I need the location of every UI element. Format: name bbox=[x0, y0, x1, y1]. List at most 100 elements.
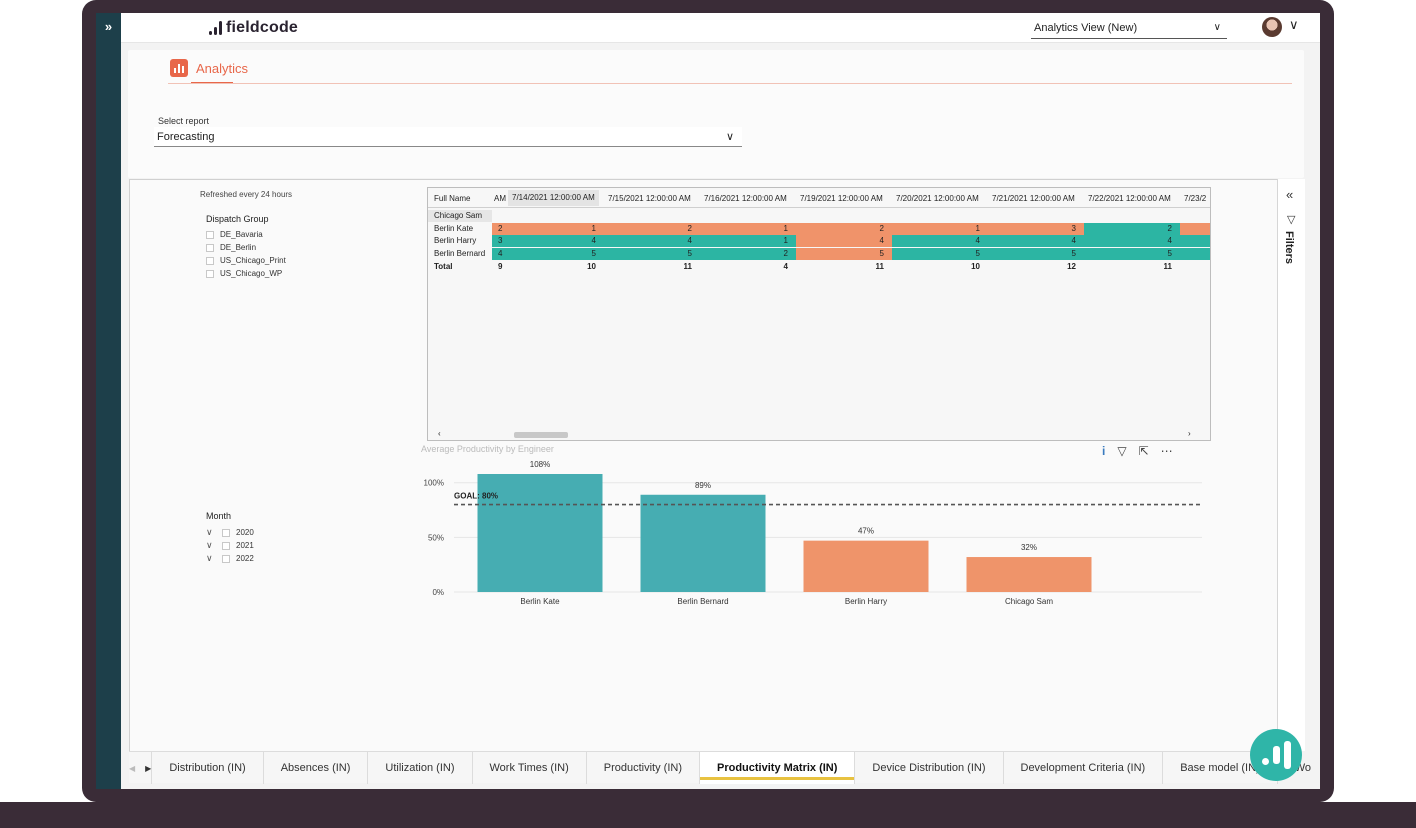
checkbox[interactable] bbox=[222, 554, 230, 563]
matrix-cell[interactable]: 1 bbox=[700, 222, 796, 235]
matrix-cell[interactable]: 12 bbox=[1067, 261, 1076, 271]
page-tab[interactable]: Work Times (IN) bbox=[473, 752, 587, 784]
checkbox[interactable] bbox=[206, 256, 214, 265]
checkbox[interactable] bbox=[206, 243, 214, 252]
dispatch-group-item[interactable]: DE_Bavaria bbox=[206, 230, 263, 239]
matrix-cell[interactable]: 10 bbox=[971, 261, 980, 271]
more-options-icon[interactable]: ⋯ bbox=[1160, 444, 1173, 458]
matrix-cell[interactable]: 9 bbox=[498, 261, 503, 271]
matrix-cell[interactable]: 5 bbox=[1084, 248, 1180, 261]
matrix-column-header[interactable]: 7/15/2021 12:00:00 AM bbox=[608, 194, 691, 203]
matrix-column-header[interactable]: 7/19/2021 12:00:00 AM bbox=[800, 194, 883, 203]
matrix-cell[interactable]: 4 bbox=[604, 235, 700, 248]
report-select[interactable]: Forecasting ∨ bbox=[154, 127, 742, 147]
matrix-column-header[interactable]: 7/20/2021 12:00:00 AM bbox=[896, 194, 979, 203]
filter-icon[interactable]: ▽ bbox=[1117, 444, 1127, 458]
bar[interactable] bbox=[477, 474, 603, 592]
matrix-column-header[interactable]: AM bbox=[494, 194, 506, 203]
view-select[interactable]: Analytics View (New) ∨ bbox=[1031, 19, 1227, 39]
matrix-cell[interactable] bbox=[796, 210, 892, 222]
matrix-cell[interactable]: 5 bbox=[892, 248, 988, 261]
bar[interactable] bbox=[803, 540, 929, 592]
matrix-cell[interactable]: 4 bbox=[988, 235, 1084, 248]
matrix-cell[interactable]: 4 bbox=[508, 235, 604, 248]
matrix-column-header[interactable]: 7/14/2021 12:00:00 AM bbox=[508, 190, 599, 206]
scroll-left-icon[interactable]: ‹ bbox=[438, 429, 441, 438]
collapse-filters-icon[interactable]: « bbox=[1286, 187, 1294, 202]
matrix-cell[interactable] bbox=[1180, 261, 1210, 273]
expand-chevron-icon[interactable]: ∨ bbox=[206, 527, 213, 537]
bar[interactable] bbox=[966, 557, 1092, 592]
matrix-cell[interactable]: 4 bbox=[783, 261, 788, 271]
matrix-cell[interactable] bbox=[492, 210, 508, 222]
matrix-row-header[interactable]: Chicago Sam bbox=[428, 210, 492, 222]
matrix-column-header[interactable]: 7/16/2021 12:00:00 AM bbox=[704, 194, 787, 203]
checkbox[interactable] bbox=[206, 269, 214, 278]
page-tab[interactable]: Utilization (IN) bbox=[368, 752, 473, 784]
user-avatar[interactable] bbox=[1262, 17, 1282, 37]
checkbox[interactable] bbox=[222, 541, 230, 550]
matrix-cell[interactable]: 1 bbox=[508, 222, 604, 235]
matrix-row-header[interactable]: Total bbox=[434, 261, 453, 271]
matrix-cell[interactable]: 1 bbox=[700, 235, 796, 248]
matrix-cell[interactable]: 1 bbox=[892, 222, 988, 235]
matrix-row-header[interactable]: Berlin Bernard bbox=[434, 249, 486, 259]
matrix-cell[interactable]: 3 bbox=[492, 235, 508, 248]
matrix-column-header[interactable]: 7/22/2021 12:00:00 AM bbox=[1088, 194, 1171, 203]
checkbox[interactable] bbox=[222, 528, 230, 537]
page-tab[interactable]: Distribution (IN) bbox=[152, 752, 264, 784]
matrix-cell[interactable]: 2 bbox=[1084, 222, 1180, 235]
matrix-cell[interactable]: 2 bbox=[700, 248, 796, 261]
month-item[interactable]: ∨ 2021 bbox=[206, 540, 254, 551]
scrollbar-thumb[interactable] bbox=[514, 432, 568, 438]
matrix-cell[interactable] bbox=[1180, 248, 1210, 261]
matrix-cell[interactable]: 4 bbox=[796, 235, 892, 248]
matrix-cell[interactable]: 11 bbox=[875, 261, 884, 271]
matrix-cell[interactable]: 11 bbox=[1163, 261, 1172, 271]
expand-chevron-icon[interactable]: ∨ bbox=[206, 540, 213, 550]
tab-analytics[interactable]: Analytics bbox=[170, 59, 248, 77]
matrix-cell[interactable]: 3 bbox=[988, 222, 1084, 235]
matrix-cell[interactable]: 10 bbox=[587, 261, 596, 271]
matrix-cell[interactable] bbox=[892, 210, 988, 222]
matrix-cell[interactable]: 11 bbox=[683, 261, 692, 271]
matrix-cell[interactable]: 5 bbox=[796, 248, 892, 261]
page-tab[interactable]: Productivity Matrix (IN) bbox=[700, 752, 856, 784]
matrix-cell[interactable]: 2 bbox=[604, 222, 700, 235]
scroll-right-icon[interactable]: › bbox=[1188, 429, 1191, 438]
matrix-cell[interactable]: 5 bbox=[988, 248, 1084, 261]
matrix-cell[interactable] bbox=[988, 210, 1084, 222]
checkbox[interactable] bbox=[206, 230, 214, 239]
matrix-cell[interactable] bbox=[700, 210, 796, 222]
filters-pane[interactable]: « ▽ Filters bbox=[1277, 179, 1305, 751]
matrix-cell[interactable] bbox=[1180, 210, 1210, 222]
next-page-icon[interactable]: ▶ bbox=[145, 763, 152, 773]
matrix-cell[interactable]: 5 bbox=[604, 248, 700, 261]
matrix-cell[interactable]: 4 bbox=[492, 248, 508, 261]
page-tab[interactable]: Development Criteria (IN) bbox=[1004, 752, 1164, 784]
matrix-cell[interactable]: 4 bbox=[892, 235, 988, 248]
matrix-cell[interactable]: 4 bbox=[1084, 235, 1180, 248]
dispatch-group-item[interactable]: US_Chicago_Print bbox=[206, 256, 286, 265]
page-tab[interactable]: Absences (IN) bbox=[264, 752, 369, 784]
matrix-cell[interactable] bbox=[508, 210, 604, 222]
matrix-cell[interactable]: 2 bbox=[492, 222, 508, 235]
page-tab[interactable]: Productivity (IN) bbox=[587, 752, 700, 784]
expand-sidebar-icon[interactable]: » bbox=[104, 19, 113, 34]
matrix-cell[interactable] bbox=[1180, 222, 1210, 235]
bar[interactable] bbox=[640, 494, 766, 592]
matrix-corner-header[interactable]: Full Name bbox=[434, 194, 471, 203]
matrix-column-header[interactable]: 7/21/2021 12:00:00 AM bbox=[992, 194, 1075, 203]
focus-mode-icon[interactable]: ⇱ bbox=[1138, 444, 1149, 458]
matrix-cell[interactable] bbox=[1180, 235, 1210, 248]
matrix-cell[interactable] bbox=[604, 210, 700, 222]
expand-chevron-icon[interactable]: ∨ bbox=[206, 553, 213, 563]
dispatch-group-item[interactable]: DE_Berlin bbox=[206, 243, 256, 252]
page-tab[interactable]: Device Distribution (IN) bbox=[855, 752, 1004, 784]
matrix-cell[interactable]: 5 bbox=[508, 248, 604, 261]
dispatch-group-item[interactable]: US_Chicago_WP bbox=[206, 269, 282, 278]
info-icon[interactable]: i bbox=[1102, 444, 1106, 458]
month-item[interactable]: ∨ 2020 bbox=[206, 527, 254, 538]
user-menu-chevron-icon[interactable]: ∨ bbox=[1289, 17, 1299, 32]
matrix-h-scrollbar[interactable]: ‹ › bbox=[428, 429, 1210, 440]
